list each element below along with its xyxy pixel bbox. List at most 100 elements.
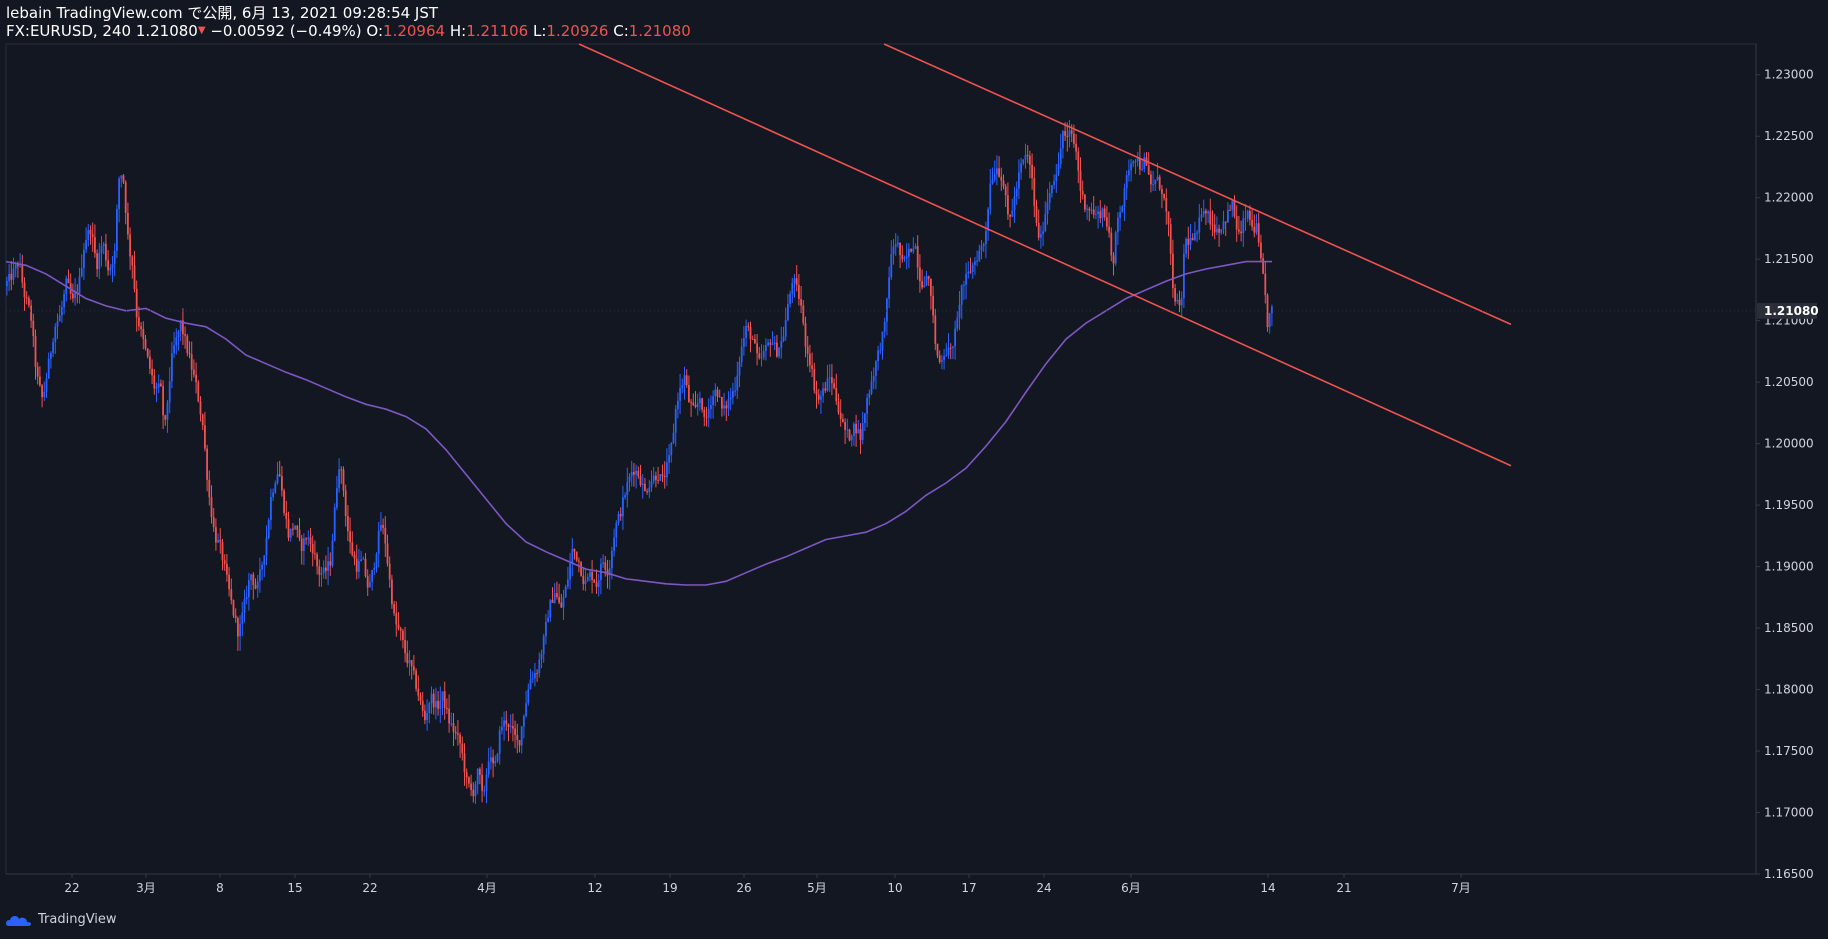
candle-body xyxy=(661,474,664,476)
candle-body xyxy=(1255,223,1258,233)
candle-body xyxy=(474,784,477,797)
candle-body xyxy=(267,520,270,539)
candle-body xyxy=(481,774,483,791)
candle-body xyxy=(237,618,239,637)
moving-average-line xyxy=(5,260,1272,586)
candle-body xyxy=(987,209,989,231)
candle-body xyxy=(919,267,921,282)
candle-body xyxy=(963,284,965,286)
price-tick-label: 1.23000 xyxy=(1764,68,1814,82)
candle-body xyxy=(470,783,472,790)
candle-body xyxy=(61,307,63,316)
price-tick-label: 1.20500 xyxy=(1764,375,1814,389)
candle-body xyxy=(740,346,743,363)
candle-body xyxy=(369,581,371,588)
candle-body xyxy=(122,175,125,183)
candle-body xyxy=(617,514,620,524)
candle-body xyxy=(388,563,391,580)
candle-body xyxy=(6,281,8,287)
price-tick-label: 1.17000 xyxy=(1764,806,1814,820)
candle-body xyxy=(879,350,882,352)
candle-body xyxy=(162,386,164,416)
candle-body xyxy=(991,179,994,184)
candle-body xyxy=(751,338,754,340)
candle-body xyxy=(206,448,208,480)
upper-trendline xyxy=(883,43,1512,326)
candle-body xyxy=(1238,229,1240,232)
candle-body xyxy=(670,442,673,456)
time-tick-label: 24 xyxy=(1036,881,1051,895)
candle-body xyxy=(503,720,505,727)
candle-body xyxy=(567,579,569,587)
candle-body xyxy=(547,617,549,623)
candle-body xyxy=(857,429,860,434)
candle-body xyxy=(72,293,74,299)
candle-body xyxy=(1264,273,1267,296)
candle-body xyxy=(910,248,912,252)
candle-body xyxy=(980,245,983,251)
candle-body xyxy=(1209,211,1212,225)
candle-body xyxy=(903,257,906,260)
candle-body xyxy=(784,320,787,337)
candle-body xyxy=(212,517,215,528)
candle-body xyxy=(831,377,833,384)
candle-body xyxy=(941,360,943,363)
price-axis[interactable]: 1.230001.225001.220001.215001.210001.205… xyxy=(1756,68,1814,881)
price-change: −0.00592 (−0.49%) xyxy=(210,22,362,40)
price-tick-label: 1.19000 xyxy=(1764,560,1814,574)
time-axis[interactable]: 22 3月 8 15 22 4月 12 19 26 5月 10 17 24 6月 14 21 7月 xyxy=(64,874,1471,895)
candle-body xyxy=(685,375,688,385)
candle-body xyxy=(1031,164,1033,179)
candle-body xyxy=(19,265,21,267)
candle-body xyxy=(1139,158,1141,170)
candle-body xyxy=(1057,163,1060,175)
candle-body xyxy=(663,475,666,478)
candle-body xyxy=(347,516,349,532)
candle-body xyxy=(465,772,468,778)
price-tick-label: 1.19500 xyxy=(1764,498,1814,512)
candle-body xyxy=(916,245,919,268)
candle-body xyxy=(182,320,184,335)
candle-body xyxy=(712,396,714,406)
candle-body xyxy=(956,317,959,329)
tradingview-logo[interactable]: TradingView xyxy=(6,912,117,927)
candle-body xyxy=(1123,188,1126,207)
candle-body xyxy=(791,283,794,294)
candle-body xyxy=(373,567,376,570)
candle-body xyxy=(534,672,536,679)
candle-body xyxy=(820,396,822,400)
candle-body xyxy=(78,276,81,294)
candle-body xyxy=(727,399,730,409)
candle-body xyxy=(960,285,963,305)
candle-body xyxy=(501,726,503,731)
candle-body xyxy=(736,375,739,391)
candle-body xyxy=(679,387,681,401)
candle-body xyxy=(690,402,692,404)
candle-body xyxy=(320,572,323,575)
candle-body xyxy=(716,389,719,397)
tradingview-cloud-icon xyxy=(6,915,31,926)
candle-body xyxy=(63,293,65,308)
candle-body xyxy=(463,753,466,773)
candle-body xyxy=(608,568,611,576)
candle-body xyxy=(1161,189,1163,194)
time-tick-label: 17 xyxy=(961,881,976,895)
candle-body xyxy=(80,268,83,277)
candle-body xyxy=(932,295,934,316)
candle-body xyxy=(789,293,791,304)
candle-body xyxy=(404,640,406,654)
candle-body xyxy=(1143,157,1146,169)
candle-body xyxy=(518,739,521,746)
candle-body xyxy=(241,612,244,624)
candle-body xyxy=(974,261,976,265)
candle-body xyxy=(34,335,37,367)
candle-body xyxy=(806,346,809,354)
candle-body xyxy=(32,320,35,336)
candle-body xyxy=(859,429,862,440)
candle-body xyxy=(875,361,877,376)
candle-body xyxy=(459,734,461,744)
candle-body xyxy=(142,329,145,340)
price-tick-label: 1.17500 xyxy=(1764,744,1814,758)
candle-body xyxy=(1246,211,1249,219)
